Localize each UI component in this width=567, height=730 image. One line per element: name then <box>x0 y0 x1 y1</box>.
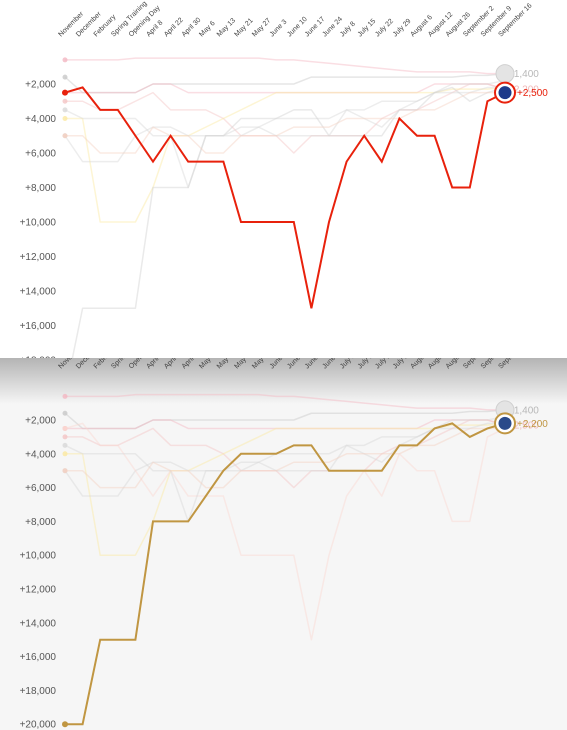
background-series-start-dot-8 <box>62 442 68 448</box>
background-series-start-dot-1 <box>62 410 68 416</box>
background-series-start-dot-7 <box>62 425 68 431</box>
y-tick-label-16-000: +16,000 <box>20 321 57 332</box>
y-tick-label-6-000: +6,000 <box>25 483 56 494</box>
panel-divider-shadow <box>0 358 567 404</box>
background-series-line-1 <box>64 409 506 430</box>
mets-logo-icon-inner <box>498 86 512 100</box>
y-tick-label-18-000: +18,000 <box>20 356 57 359</box>
background-series-line-3 <box>65 83 506 94</box>
other-team-logo-icon <box>495 64 515 84</box>
highlight-end-label-mets: +2,500 <box>517 88 548 99</box>
y-tick-label-6-000: +6,000 <box>25 149 56 160</box>
highlight-end-label-royals: +2,200 <box>517 419 548 430</box>
background-series-start-dot-1 <box>62 74 68 80</box>
highlight-series-line-royals <box>65 422 506 726</box>
highlight-point-november <box>62 721 68 728</box>
y-tick-label-4-000: +4,000 <box>25 114 56 125</box>
other-team-end-label-2: +2,200 <box>508 85 539 96</box>
y-tick-label-2-000: +2,000 <box>25 416 56 427</box>
background-series-line-6 <box>64 86 505 163</box>
x-tick-label-april-8: April 8 <box>145 358 164 370</box>
x-tick-label-july-29: July 29 <box>392 18 413 39</box>
background-series-line-9 <box>65 91 505 154</box>
background-series-start-dot-9 <box>62 468 68 474</box>
background-series-line-4 <box>65 419 506 489</box>
y-tick-label-20-000: +20,000 <box>20 720 57 730</box>
y-tick-label-14-000: +14,000 <box>20 287 57 298</box>
background-series-line-6 <box>64 422 505 497</box>
x-tick-label-june-3: June 3 <box>269 358 289 370</box>
background-series-line-2 <box>65 393 505 411</box>
y-tick-label-2-000: +2,000 <box>25 80 56 91</box>
y-tick-label-12-000: +12,000 <box>20 252 57 263</box>
y-tick-label-10-000: +10,000 <box>20 551 57 562</box>
x-tick-label-september-16: September 16 <box>497 358 533 370</box>
background-series-line-5 <box>65 86 506 223</box>
y-tick-label-8-000: +8,000 <box>25 183 56 194</box>
background-series-line-8 <box>64 415 506 523</box>
highlight-series-line-mets <box>64 86 506 309</box>
chart-panel-mets: November December February Spring Training O… <box>0 0 567 358</box>
y-tick-label-18-000: +18,000 <box>20 686 57 697</box>
background-series-start-dot-4 <box>62 434 68 440</box>
y-tick-label-12-000: +12,000 <box>20 585 57 596</box>
background-series-line-7 <box>71 86 506 358</box>
background-series-start-dot-4 <box>62 98 68 104</box>
background-series-line-8 <box>64 79 506 189</box>
y-tick-label-10-000: +10,000 <box>20 218 57 229</box>
y-tick-label-4-000: +4,000 <box>25 449 56 460</box>
background-series-line-7 <box>64 422 506 641</box>
x-tick-label-july-22: July 22 <box>374 18 395 39</box>
x-tick-label-june-3: June 3 <box>269 19 289 39</box>
y-tick-label-14-000: +14,000 <box>20 618 57 629</box>
background-series-line-2 <box>65 57 505 75</box>
background-series-line-4 <box>65 83 506 154</box>
royals-logo-icon-inner <box>498 416 512 430</box>
background-series-start-dot-5 <box>62 451 68 457</box>
background-series-line-1 <box>64 72 506 94</box>
background-series-start-dot-9 <box>62 133 68 139</box>
background-series-line-9 <box>65 427 505 489</box>
other-team-end-label-1: +1,400 <box>508 69 539 80</box>
background-series-start-dot-8 <box>62 107 68 113</box>
x-tick-label-july-8: July 8 <box>339 358 357 370</box>
x-tick-label-september-16: September 16 <box>497 2 533 38</box>
background-series-start-dot-2 <box>62 57 68 63</box>
y-tick-label-8-000: +8,000 <box>25 517 56 528</box>
background-series-start-dot-5 <box>62 116 68 121</box>
other-team-end-label-1: +1,400 <box>508 405 539 416</box>
background-series-start-dot-2 <box>62 393 68 399</box>
y-tick-label-16-000: +16,000 <box>20 652 57 663</box>
background-series-line-5 <box>65 422 506 556</box>
highlight-point-november <box>62 89 68 96</box>
x-tick-label-july-15: July 15 <box>357 18 378 39</box>
background-series-line-3 <box>65 419 506 430</box>
other-team-end-label-2: +2,500 <box>508 421 539 432</box>
x-tick-label-july-8: July 8 <box>339 20 357 38</box>
x-tick-label-may-6: May 6 <box>198 358 217 370</box>
